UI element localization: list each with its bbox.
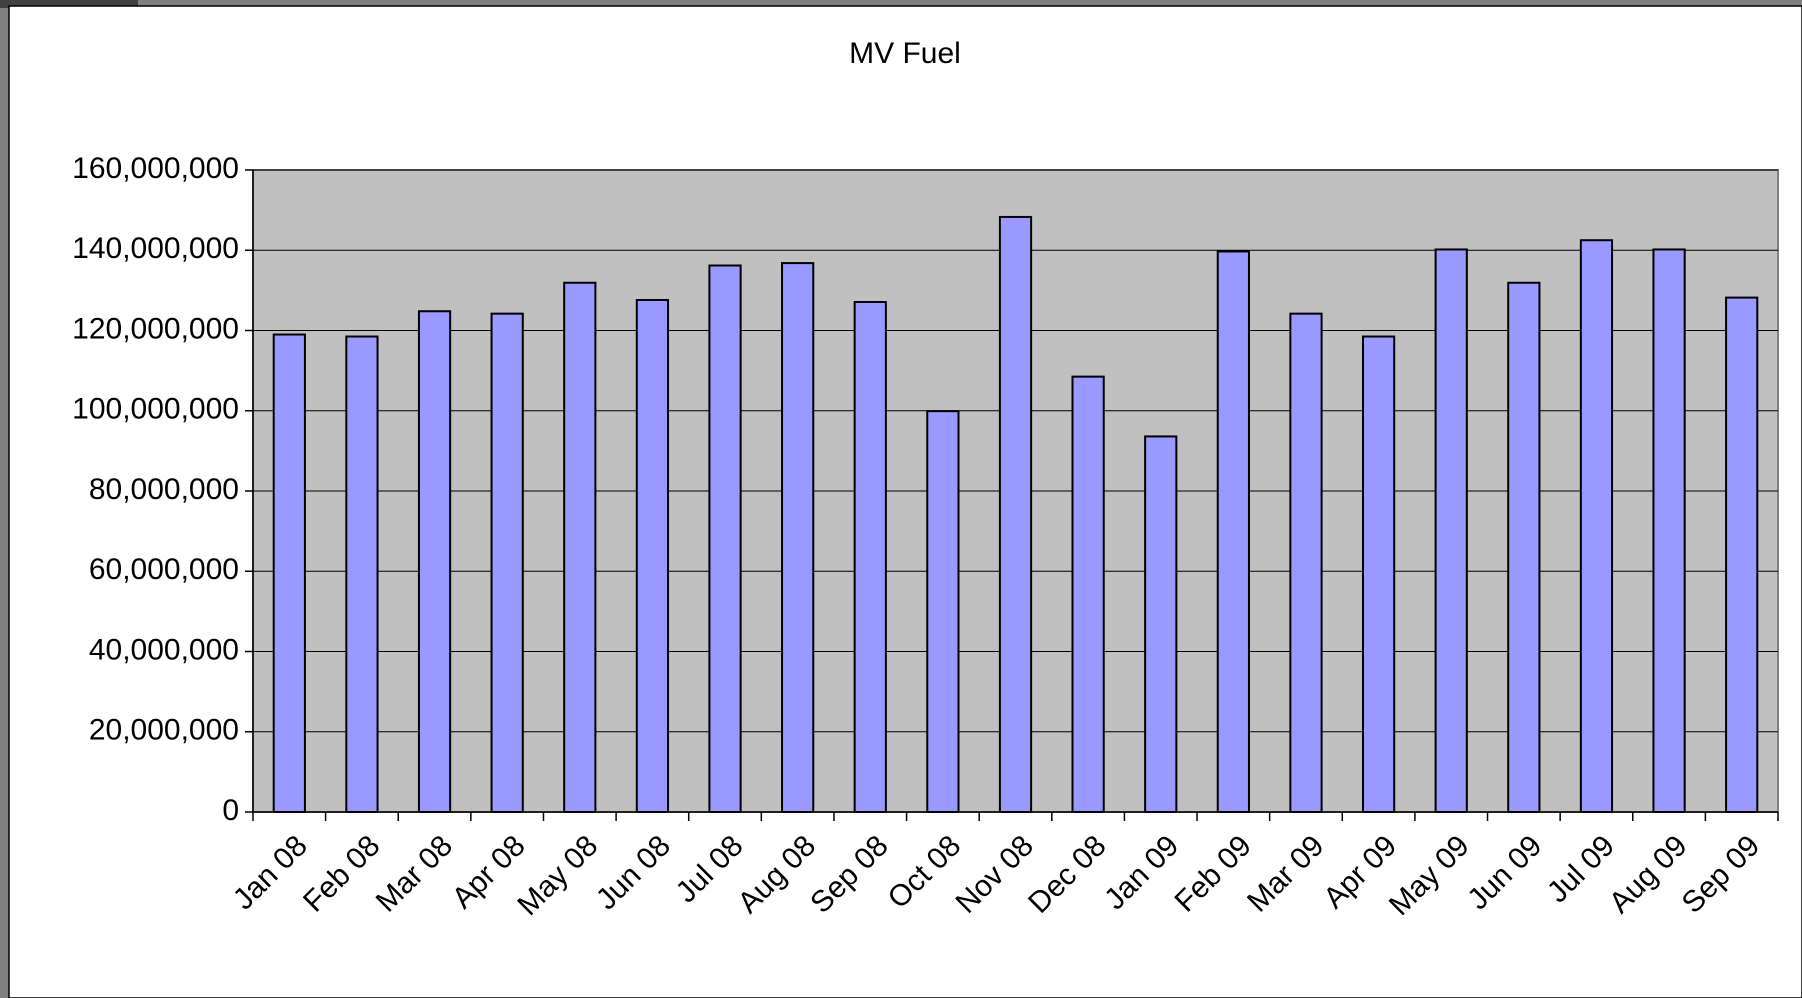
- bar: [417, 310, 452, 813]
- bar: [1361, 335, 1396, 813]
- bar: [781, 262, 815, 813]
- bar: [926, 410, 960, 813]
- bar: [272, 333, 306, 813]
- y-tick-label: 20,000,000: [89, 714, 239, 747]
- bar: [1652, 248, 1686, 813]
- bar: [1725, 296, 1759, 814]
- bar: [1144, 435, 1178, 813]
- bar: [1434, 248, 1468, 813]
- y-tick-label: 160,000,000: [72, 152, 239, 185]
- y-tick-label: 0: [222, 794, 239, 827]
- bar: [998, 215, 1033, 814]
- bar: [490, 312, 524, 813]
- y-tick-label: 100,000,000: [72, 393, 239, 426]
- bar: [345, 335, 379, 813]
- bar: [563, 281, 597, 814]
- bar: [1216, 250, 1250, 814]
- bar: [635, 299, 670, 813]
- bar: [1071, 375, 1105, 813]
- bar: [708, 264, 742, 813]
- y-tick-label: 60,000,000: [89, 553, 239, 586]
- chart-title: MV Fuel: [849, 37, 961, 70]
- frame-corner: [0, 0, 138, 8]
- y-tick-label: 40,000,000: [89, 633, 239, 666]
- bar: [1507, 281, 1541, 814]
- y-tick-label: 80,000,000: [89, 473, 239, 506]
- y-tick-label: 120,000,000: [72, 312, 239, 345]
- y-tick-label: 140,000,000: [72, 232, 239, 265]
- bar: [1289, 312, 1323, 813]
- bar: [1579, 239, 1614, 813]
- bar: [853, 301, 887, 813]
